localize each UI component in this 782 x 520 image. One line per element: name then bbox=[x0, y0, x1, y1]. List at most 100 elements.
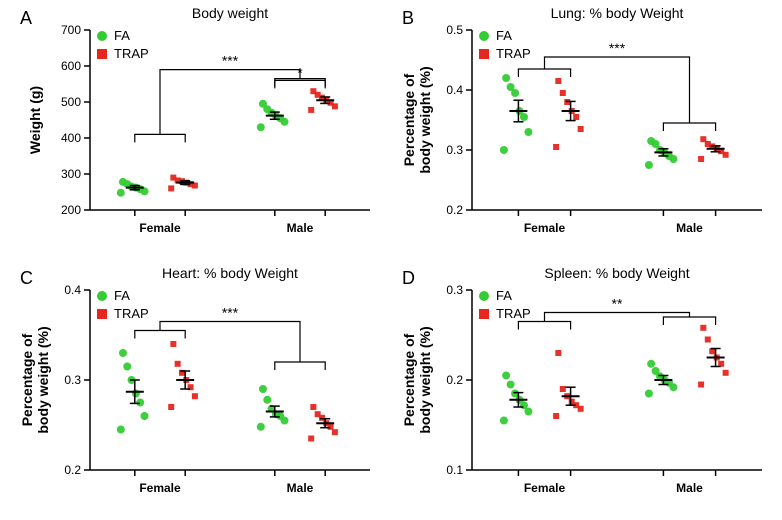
data-point-trap bbox=[569, 399, 575, 405]
data-point-trap bbox=[700, 136, 706, 142]
data-point-trap bbox=[308, 436, 314, 442]
data-point-fa bbox=[524, 128, 532, 136]
data-point-trap bbox=[555, 350, 561, 356]
data-point-fa bbox=[140, 412, 148, 420]
legend-marker-fa bbox=[479, 291, 489, 301]
y-tick-label: 0.2 bbox=[446, 373, 463, 387]
data-point-trap bbox=[175, 361, 181, 367]
chart-d: Spleen: % body Weight 0.1 0.2 0.3 Percentage… bbox=[402, 260, 772, 510]
panel-c: C Heart: % body Weight 0.2 0.3 0.4 Percentage… bbox=[20, 260, 380, 510]
x-tick-label: Female bbox=[524, 481, 566, 495]
x-tick-label: Male bbox=[676, 481, 703, 495]
data-point-fa bbox=[123, 363, 131, 371]
significance-marker: * bbox=[297, 64, 303, 80]
panel-d: D Spleen: % body Weight 0.1 0.2 0.3 Percentag… bbox=[402, 260, 772, 510]
data-point-fa bbox=[117, 426, 125, 434]
legend-label: FA bbox=[496, 28, 512, 43]
data-point-fa bbox=[500, 146, 508, 154]
data-point-trap bbox=[560, 386, 566, 392]
data-point-fa bbox=[502, 74, 510, 82]
panel-b: B Lung: % body Weight 0.2 0.3 0.4 0.5 Percenta… bbox=[402, 0, 772, 250]
data-point-fa bbox=[257, 123, 265, 131]
data-point-trap bbox=[723, 370, 729, 376]
y-tick-label: 0.3 bbox=[446, 283, 463, 297]
data-point-trap bbox=[553, 144, 559, 150]
data-point-trap bbox=[332, 429, 338, 435]
chart-c: Heart: % body Weight 0.2 0.3 0.4 Percentage … bbox=[20, 260, 380, 510]
panel-label-d: D bbox=[402, 268, 415, 289]
figure-container: A Body weight 200 300 400 500 600 700 Weight (g)… bbox=[0, 0, 782, 520]
data-point-trap bbox=[170, 175, 176, 181]
legend-label: FA bbox=[114, 288, 130, 303]
x-tick-label: Male bbox=[287, 221, 314, 235]
y-tick-label: 500 bbox=[61, 95, 81, 109]
legend-label: TRAP bbox=[496, 306, 531, 321]
data-point-trap bbox=[705, 337, 711, 343]
significance-marker: ** bbox=[612, 296, 623, 312]
y-axis-label: body weight (%) bbox=[417, 326, 433, 433]
panel-label-c: C bbox=[20, 268, 33, 289]
significance-marker: *** bbox=[222, 305, 239, 321]
data-point-trap bbox=[698, 382, 704, 388]
data-point-fa bbox=[507, 83, 515, 91]
x-tick-label: Female bbox=[524, 221, 566, 235]
data-point-fa bbox=[259, 100, 267, 108]
significance-marker: *** bbox=[609, 40, 626, 56]
panel-label-a: A bbox=[20, 8, 32, 29]
y-axis-label: body weight (%) bbox=[35, 326, 51, 433]
x-tick-label: Female bbox=[139, 481, 181, 495]
data-point-fa bbox=[652, 367, 660, 375]
y-tick-label: 0.2 bbox=[64, 463, 81, 477]
x-tick-label: Male bbox=[287, 481, 314, 495]
data-point-trap bbox=[560, 90, 566, 96]
data-point-fa bbox=[119, 349, 127, 357]
data-point-trap bbox=[308, 107, 314, 113]
y-tick-label: 300 bbox=[61, 167, 81, 181]
y-axis-label: Percentage of bbox=[402, 73, 417, 166]
data-point-fa bbox=[647, 137, 655, 145]
data-point-fa bbox=[500, 417, 508, 425]
data-point-fa bbox=[502, 372, 510, 380]
x-tick-label: Female bbox=[139, 221, 181, 235]
y-tick-label: 0.3 bbox=[64, 373, 81, 387]
y-tick-label: 0.3 bbox=[446, 143, 463, 157]
data-point-fa bbox=[645, 161, 653, 169]
y-tick-label: 0.5 bbox=[446, 23, 463, 37]
x-tick-label: Male bbox=[676, 221, 703, 235]
legend-marker-fa bbox=[479, 31, 489, 41]
y-tick-label: 200 bbox=[61, 203, 81, 217]
data-point-fa bbox=[257, 423, 265, 431]
y-axis-label: Weight (g) bbox=[27, 86, 43, 154]
data-point-trap bbox=[168, 404, 174, 410]
data-point-fa bbox=[136, 399, 144, 407]
legend-marker-trap bbox=[479, 309, 489, 319]
y-tick-label: 0.2 bbox=[446, 203, 463, 217]
y-tick-label: 0.1 bbox=[446, 463, 463, 477]
data-point-trap bbox=[192, 393, 198, 399]
y-tick-label: 700 bbox=[61, 23, 81, 37]
chart-title: Spleen: % body Weight bbox=[544, 265, 689, 281]
chart-title: Heart: % body Weight bbox=[162, 265, 298, 281]
legend-label: FA bbox=[114, 28, 130, 43]
y-tick-label: 0.4 bbox=[64, 283, 81, 297]
chart-title: Lung: % body Weight bbox=[551, 5, 684, 21]
data-point-fa bbox=[259, 385, 267, 393]
data-point-trap bbox=[578, 126, 584, 132]
data-point-fa bbox=[117, 189, 125, 197]
chart-title: Body weight bbox=[192, 5, 268, 21]
y-tick-label: 400 bbox=[61, 131, 81, 145]
legend-label: TRAP bbox=[496, 46, 531, 61]
data-point-trap bbox=[555, 78, 561, 84]
y-axis-label: Percentage of bbox=[20, 333, 35, 426]
legend-label: TRAP bbox=[114, 46, 149, 61]
data-point-trap bbox=[310, 404, 316, 410]
data-point-trap bbox=[700, 325, 706, 331]
data-point-trap bbox=[170, 341, 176, 347]
y-tick-label: 0.4 bbox=[446, 83, 463, 97]
legend-marker-fa bbox=[97, 31, 107, 41]
data-point-fa bbox=[647, 360, 655, 368]
y-axis-label: Percentage of bbox=[402, 333, 417, 426]
y-tick-label: 600 bbox=[61, 59, 81, 73]
data-point-trap bbox=[553, 413, 559, 419]
panel-label-b: B bbox=[402, 8, 414, 29]
